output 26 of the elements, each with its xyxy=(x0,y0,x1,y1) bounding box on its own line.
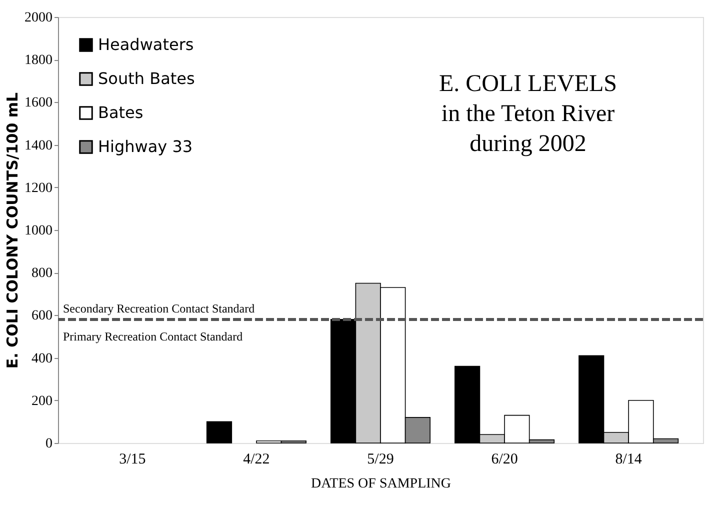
legend-label: Bates xyxy=(98,103,144,122)
x-axis-title: DATES OF SAMPLING xyxy=(310,476,452,492)
y-axis-title: E. COLI COLONY COUNTS/100 mL xyxy=(4,92,22,369)
x-tick-label: 5/29 xyxy=(367,452,394,468)
y-tick-label: 1000 xyxy=(24,224,52,238)
text: E. COLI LEVELS in the Teton River during 2002 xyxy=(439,71,617,157)
y-tick-label: 1400 xyxy=(24,138,52,154)
y-tick-label: 1800 xyxy=(24,53,52,68)
y-tick-label: 0 xyxy=(46,436,52,452)
x-tick-label: 6/20 xyxy=(491,452,518,468)
y-tick-label: 400 xyxy=(32,351,52,366)
annotation: Primary Recreation Contact Standard xyxy=(63,329,243,344)
x-tick-label: 8/14 xyxy=(615,452,642,468)
x-tick-label: 4/22 xyxy=(243,452,270,468)
legend-label: Headwaters xyxy=(98,35,194,54)
y-tick-label: 2000 xyxy=(24,10,52,26)
y-tick-label: 800 xyxy=(32,266,52,282)
legend-label: South Bates xyxy=(98,69,195,88)
ref-line-label: Secondary Recreation Contact Standard xyxy=(63,301,255,316)
bar xyxy=(206,421,232,444)
y-tick-label: 1200 xyxy=(24,180,52,196)
x-tick-label: 3/15 xyxy=(119,452,146,468)
y-tick-label: 1600 xyxy=(24,96,52,111)
legend-label: Highway 33 xyxy=(98,137,193,156)
y-tick-label: 600 xyxy=(32,308,52,324)
y-tick-label: 200 xyxy=(32,394,52,409)
